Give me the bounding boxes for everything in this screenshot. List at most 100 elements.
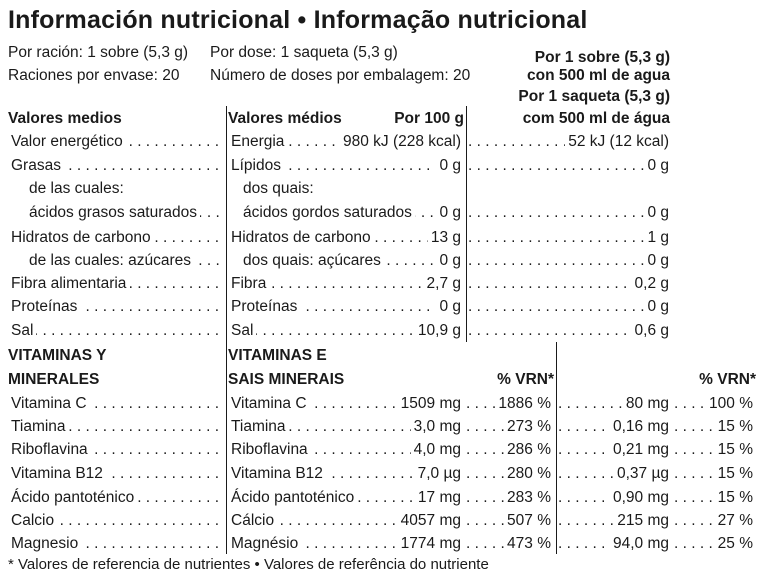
nutrient-value-per100-text: 0 g	[436, 157, 464, 174]
per-serving-heading-2: con 500 ml de agua	[527, 67, 670, 84]
vrn-heading-serving: % VRN*	[699, 371, 756, 388]
nutrient-name-es: Valor energético	[8, 133, 126, 151]
vitamin-name-pt-text: Vitamina C	[228, 395, 310, 412]
per-serving-heading-1: Por 1 sobre (5,3 g)	[534, 49, 670, 66]
vitamin-name-pt: Cálcio	[228, 512, 278, 530]
nutrient-name-es-text: de las cuales:	[26, 180, 127, 197]
nutrient-value-serving: 1 g	[560, 229, 672, 247]
vitamin-name-es-text: Ácido pantoténico	[8, 489, 138, 506]
nutrient-name-es-text: Fibra alimentaria	[8, 275, 130, 292]
vitamin-name-pt-text: Cálcio	[228, 512, 278, 529]
vitamin-value-serving: 0,37 µg	[580, 465, 672, 483]
nutrient-value-serving-text: 0,2 g	[631, 275, 672, 292]
nutrient-value-serving: 52 kJ (12 kcal)	[560, 133, 672, 151]
page-title: Información nutricional • Informação nut…	[8, 6, 588, 34]
vitamin-value-serving: 0,90 mg	[580, 489, 672, 507]
vitamin-name-es-text: Magnesio	[8, 535, 82, 552]
vitamin-vrn-serving-text: 15 %	[714, 489, 756, 506]
nutrient-value-serving: 0 g	[560, 204, 672, 222]
vitamin-value-serving-text: 0,16 mg	[609, 418, 672, 435]
vitamin-value-per100-text: 4,0 mg	[410, 441, 464, 458]
nutrient-value-serving: 0,2 g	[560, 275, 672, 293]
vitamin-name-es-text: Vitamina C	[8, 395, 90, 412]
nutrient-name-pt-text: Hidratos de carbono	[228, 229, 374, 246]
nutrient-value-serving-text: 52 kJ (12 kcal)	[565, 133, 672, 150]
vitamin-name-pt: Tiamina	[228, 418, 289, 436]
vitamin-vrn-per100: 1886 %	[470, 395, 554, 413]
column-divider-right	[466, 106, 467, 342]
nutrient-name-pt: Proteínas	[228, 298, 301, 316]
nutrient-value-serving-text: 0,6 g	[631, 322, 672, 339]
vitamin-value-per100-text: 3,0 mg	[410, 418, 464, 435]
nutrient-value-serving: 0,6 g	[560, 322, 672, 340]
nutrient-name-pt: Fibra	[228, 275, 270, 293]
nutrient-name-es: Fibra alimentaria	[8, 275, 130, 293]
nutrient-name-pt: dos quais: açúcares	[240, 252, 384, 270]
vitamin-vrn-per100: 273 %	[470, 418, 554, 436]
vitamin-vrn-per100-text: 280 %	[504, 465, 554, 482]
vitamin-name-pt: Riboflavina	[228, 441, 311, 459]
nutrient-name-pt: dos quais:	[240, 180, 317, 198]
vitamin-name-pt-text: Tiamina	[228, 418, 289, 435]
nutrient-value-per100: 10,9 g	[330, 322, 464, 340]
nutrient-value-per100: 0 g	[330, 157, 464, 175]
vitamin-value-per100: 3,0 mg	[360, 418, 464, 436]
pt-serving-size: Por dose: 1 saqueta (5,3 g)	[210, 44, 398, 61]
nutrient-value-serving: 0 g	[560, 157, 672, 175]
nutrient-name-pt: ácidos gordos saturados	[240, 204, 415, 222]
vitamin-vrn-serving-text: 15 %	[714, 418, 756, 435]
nutrient-name-pt-text: Lípidos	[228, 157, 284, 174]
vitamin-name-es-text: Vitamina B12	[8, 465, 106, 482]
vitamins-divider-left	[226, 342, 227, 554]
nutrient-name-es: ácidos grasos saturados	[26, 204, 201, 222]
vitamin-value-per100: 1774 mg	[360, 535, 464, 553]
column-divider-left	[226, 106, 227, 342]
nutrient-name-pt-text: Energia	[228, 133, 288, 150]
vitamin-value-serving-text: 80 mg	[622, 395, 672, 412]
vitamin-vrn-per100: 473 %	[470, 535, 554, 553]
nutrient-value-serving: 0 g	[560, 298, 672, 316]
vitamin-name-es-text: Calcio	[8, 512, 58, 529]
nutrient-value-serving-text: 1 g	[644, 229, 672, 246]
vitamin-value-per100: 7,0 µg	[360, 465, 464, 483]
nutrient-value-per100: 0 g	[330, 252, 464, 270]
vitamin-vrn-serving-text: 15 %	[714, 465, 756, 482]
vitamin-value-per100-text: 4057 mg	[397, 512, 464, 529]
nutrient-name-pt-text: Fibra	[228, 275, 270, 292]
vitamin-vrn-per100-text: 473 %	[504, 535, 554, 552]
vitamin-name-es: Vitamina B12	[8, 465, 106, 483]
vitamin-value-per100-text: 7,0 µg	[414, 465, 464, 482]
nutrient-name-pt-text: Sal	[228, 322, 257, 339]
vitamin-vrn-serving: 15 %	[676, 441, 756, 459]
vitamin-name-es: Ácido pantoténico	[8, 489, 138, 507]
es-vitamins-heading-1: VITAMINAS Y	[8, 347, 107, 364]
nutrient-value-serving: 0 g	[560, 252, 672, 270]
vitamin-value-serving: 0,21 mg	[580, 441, 672, 459]
vitamin-value-per100-text: 1509 mg	[397, 395, 464, 412]
vitamin-name-pt-text: Riboflavina	[228, 441, 311, 458]
vitamin-vrn-serving: 15 %	[676, 418, 756, 436]
vitamin-value-serving-text: 0,37 µg	[613, 465, 672, 482]
vitamin-value-per100-text: 17 mg	[414, 489, 464, 506]
nutrient-value-per100-text: 0 g	[436, 252, 464, 269]
es-servings-per-pack: Raciones por envase: 20	[8, 67, 180, 84]
vitamin-value-per100: 1509 mg	[360, 395, 464, 413]
vitamin-value-per100: 4057 mg	[360, 512, 464, 530]
nutrient-value-per100: 0 g	[330, 298, 464, 316]
vitamin-vrn-serving: 25 %	[676, 535, 756, 553]
nutrient-value-serving-text: 0 g	[644, 298, 672, 315]
vitamin-name-pt: Vitamina B12	[228, 465, 326, 483]
vitamin-vrn-per100-text: 1886 %	[495, 395, 554, 412]
per-serving-heading-4: com 500 ml de água	[522, 110, 670, 127]
nutrient-name-es: de las cuales:	[26, 180, 127, 198]
vrn-heading-per100: % VRN*	[497, 371, 554, 388]
nutrient-value-serving-text: 0 g	[644, 157, 672, 174]
vitamin-vrn-serving-text: 25 %	[714, 535, 756, 552]
vitamin-vrn-serving-text: 27 %	[714, 512, 756, 529]
nutrient-name-pt: Hidratos de carbono	[228, 229, 374, 247]
nutrient-name-pt: Energia	[228, 133, 288, 151]
nutrient-value-serving-text: 0 g	[644, 252, 672, 269]
vitamin-value-serving-text: 0,90 mg	[609, 489, 672, 506]
nutrient-name-es: Sal	[8, 322, 37, 340]
nutrient-name-es: de las cuales: azúcares	[26, 252, 194, 270]
